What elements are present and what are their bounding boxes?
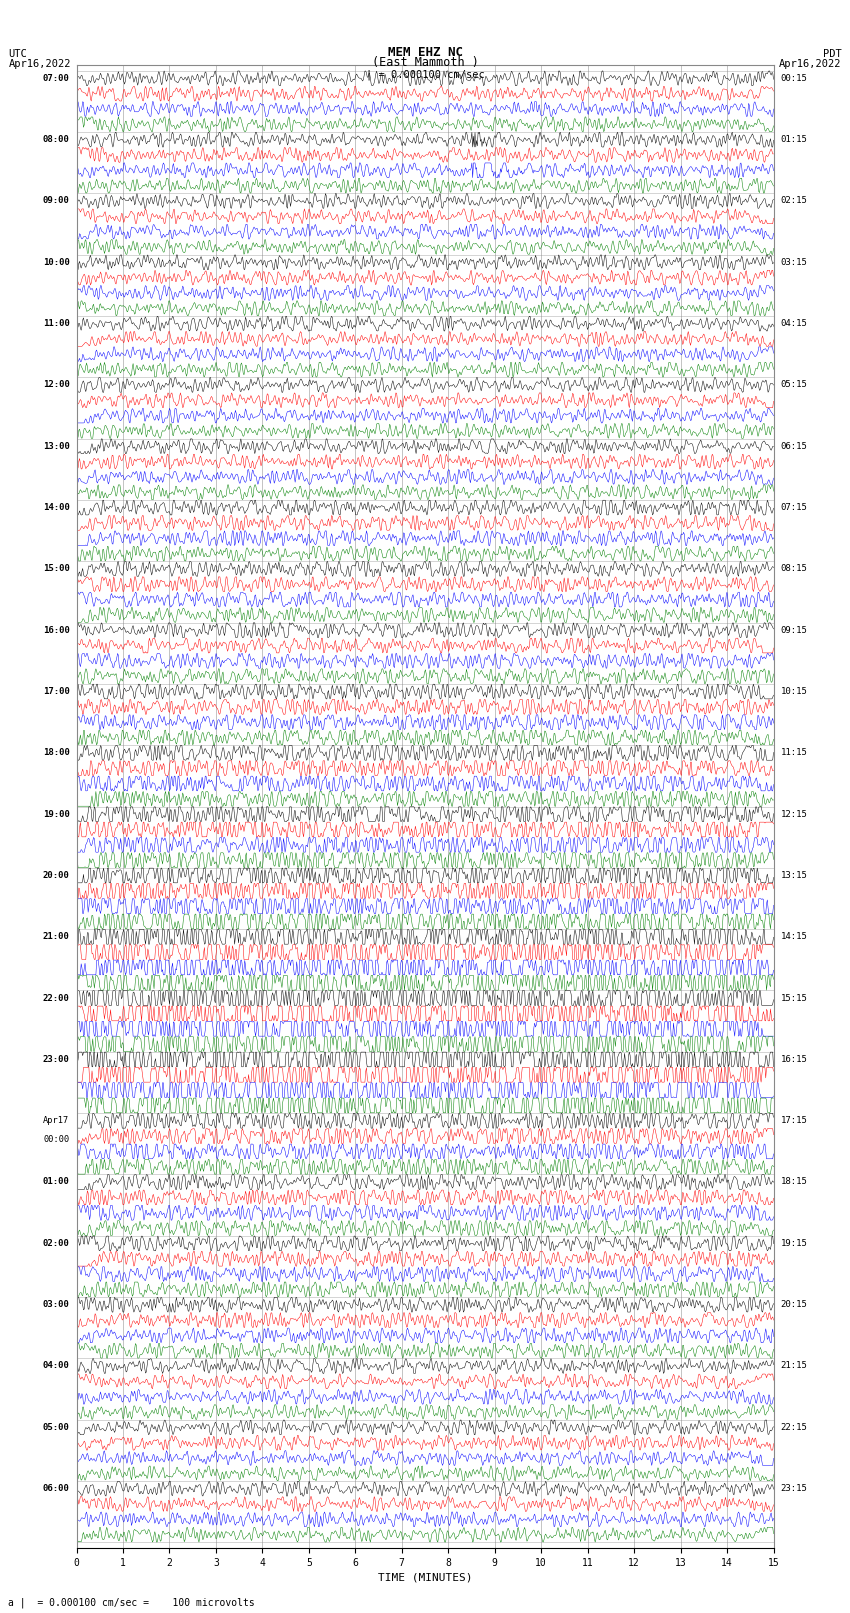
Text: 02:15: 02:15 [780, 197, 808, 205]
Text: 03:00: 03:00 [42, 1300, 70, 1310]
Text: 01:00: 01:00 [42, 1177, 70, 1187]
Text: 07:15: 07:15 [780, 503, 808, 511]
Text: 08:00: 08:00 [42, 135, 70, 144]
Text: 23:15: 23:15 [780, 1484, 808, 1494]
Text: 17:00: 17:00 [42, 687, 70, 695]
Text: 21:00: 21:00 [42, 932, 70, 942]
Text: 04:15: 04:15 [780, 319, 808, 327]
Text: 10:15: 10:15 [780, 687, 808, 695]
Text: (East Mammoth ): (East Mammoth ) [371, 56, 479, 69]
Text: 18:15: 18:15 [780, 1177, 808, 1187]
Text: 16:00: 16:00 [42, 626, 70, 634]
Text: 12:00: 12:00 [42, 381, 70, 389]
Text: 19:00: 19:00 [42, 810, 70, 818]
Text: 09:00: 09:00 [42, 197, 70, 205]
Text: 02:00: 02:00 [42, 1239, 70, 1248]
Text: UTC: UTC [8, 48, 27, 58]
X-axis label: TIME (MINUTES): TIME (MINUTES) [377, 1573, 473, 1582]
Text: 11:15: 11:15 [780, 748, 808, 756]
Text: 05:15: 05:15 [780, 381, 808, 389]
Text: 11:00: 11:00 [42, 319, 70, 327]
Text: 06:00: 06:00 [42, 1484, 70, 1494]
Text: 10:00: 10:00 [42, 258, 70, 266]
Text: Apr17: Apr17 [43, 1116, 70, 1126]
Text: 08:15: 08:15 [780, 565, 808, 573]
Text: 16:15: 16:15 [780, 1055, 808, 1065]
Text: 13:15: 13:15 [780, 871, 808, 879]
Text: 04:00: 04:00 [42, 1361, 70, 1371]
Text: 18:00: 18:00 [42, 748, 70, 756]
Text: a |  = 0.000100 cm/sec =    100 microvolts: a | = 0.000100 cm/sec = 100 microvolts [8, 1597, 255, 1608]
Text: MEM EHZ NC: MEM EHZ NC [388, 45, 462, 58]
Text: 14:00: 14:00 [42, 503, 70, 511]
Text: 19:15: 19:15 [780, 1239, 808, 1248]
Text: Apr16,2022: Apr16,2022 [779, 60, 842, 69]
Text: 20:15: 20:15 [780, 1300, 808, 1310]
Text: 12:15: 12:15 [780, 810, 808, 818]
Text: 23:00: 23:00 [42, 1055, 70, 1065]
Text: 22:15: 22:15 [780, 1423, 808, 1432]
Text: 17:15: 17:15 [780, 1116, 808, 1126]
Text: Apr16,2022: Apr16,2022 [8, 60, 71, 69]
Text: 07:00: 07:00 [42, 74, 70, 82]
Text: 22:00: 22:00 [42, 994, 70, 1003]
Text: 15:00: 15:00 [42, 565, 70, 573]
Text: | = 0.000100 cm/sec: | = 0.000100 cm/sec [366, 69, 484, 79]
Text: 21:15: 21:15 [780, 1361, 808, 1371]
Text: 13:00: 13:00 [42, 442, 70, 450]
Text: 00:00: 00:00 [43, 1134, 70, 1144]
Text: 00:15: 00:15 [780, 74, 808, 82]
Text: 09:15: 09:15 [780, 626, 808, 634]
Text: 06:15: 06:15 [780, 442, 808, 450]
Text: 20:00: 20:00 [42, 871, 70, 879]
Text: 14:15: 14:15 [780, 932, 808, 942]
Text: 15:15: 15:15 [780, 994, 808, 1003]
Text: PDT: PDT [823, 48, 842, 58]
Text: 01:15: 01:15 [780, 135, 808, 144]
Text: 03:15: 03:15 [780, 258, 808, 266]
Text: 05:00: 05:00 [42, 1423, 70, 1432]
